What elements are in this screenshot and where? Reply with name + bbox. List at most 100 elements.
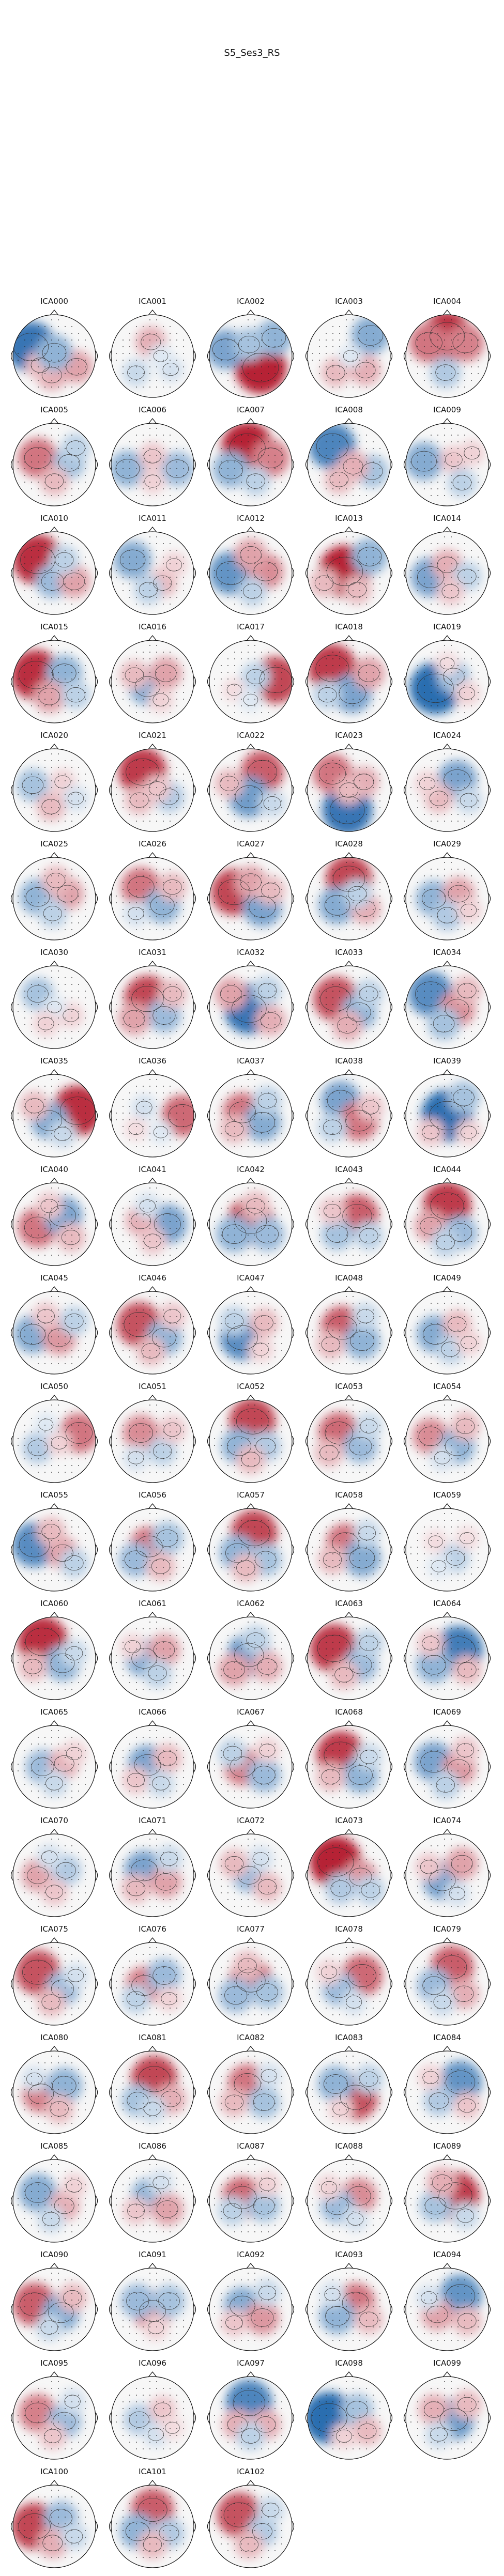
- sensor-dot: [268, 869, 269, 870]
- sensor-dot: [478, 882, 479, 883]
- sensor-dot: [254, 645, 255, 646]
- sensor-dot: [437, 767, 438, 768]
- sensor-dot: [471, 1221, 472, 1222]
- sensor-dot: [353, 455, 354, 456]
- sensor-dot: [51, 1092, 52, 1093]
- sensor-dot: [58, 550, 59, 551]
- sensor-dot: [44, 882, 45, 883]
- sensor-dot: [451, 922, 452, 923]
- sensor-dot: [457, 1004, 459, 1005]
- sensor-dot: [38, 787, 39, 788]
- sensor-dot: [51, 652, 52, 653]
- sensor-dot: [51, 1038, 52, 1039]
- contour-line: [315, 655, 349, 682]
- sensor-dot: [346, 590, 347, 591]
- sensor-dot: [58, 678, 59, 680]
- sensor-dot: [274, 353, 276, 354]
- sensor-dot: [268, 692, 269, 693]
- sensor-dot: [136, 488, 137, 489]
- sensor-dot: [254, 780, 255, 781]
- sensor-dot: [78, 1011, 79, 1012]
- sensor-dot: [366, 658, 367, 659]
- topomap: [305, 744, 393, 832]
- sensor-dot: [78, 461, 79, 462]
- sensor-dot: [359, 461, 360, 462]
- sensor-dot: [268, 889, 269, 890]
- sensor-dot: [437, 387, 438, 388]
- sensor-dot: [149, 665, 150, 666]
- sensor-dot: [170, 1194, 171, 1195]
- sensor-dot: [38, 1139, 39, 1140]
- sensor-dot: [51, 794, 52, 795]
- sensor-dot: [366, 997, 367, 998]
- sensor-dot: [44, 1228, 45, 1229]
- left-ear-outline: [10, 893, 13, 904]
- topomap-cell: ICA039: [398, 1057, 496, 1165]
- contour-line: [141, 334, 161, 350]
- sensor-dot: [424, 366, 425, 367]
- sensor-dot: [44, 435, 45, 436]
- topomap-cell: ICA015: [5, 623, 103, 731]
- sensor-dot: [58, 340, 59, 341]
- sensor-dot: [339, 590, 340, 591]
- left-ear-outline: [109, 893, 112, 904]
- sensor-dot: [44, 340, 45, 341]
- sensor-dot: [471, 896, 472, 897]
- sensor-dot: [221, 373, 222, 374]
- sensor-dot: [346, 800, 347, 801]
- sensor-dot: [234, 1119, 235, 1120]
- head-outline: [307, 640, 391, 723]
- sensor-dot: [241, 448, 242, 449]
- sensor-dot: [85, 448, 86, 449]
- sensor-dot: [170, 678, 171, 680]
- sensor-dot: [18, 1330, 19, 1331]
- sensor-dot: [339, 1146, 340, 1147]
- sensor-dot: [129, 380, 130, 381]
- sensor-dot: [366, 794, 367, 795]
- sensor-dot: [65, 1235, 66, 1236]
- sensor-dot: [234, 1241, 235, 1242]
- sensor-dot: [241, 821, 242, 822]
- sensor-dot: [444, 366, 445, 367]
- sensor-dot: [44, 1194, 45, 1195]
- sensor-dot: [319, 909, 320, 910]
- component-label: ICA018: [335, 622, 363, 631]
- sensor-dot: [143, 1086, 144, 1087]
- sensor-dot: [339, 807, 340, 808]
- sensor-dot: [451, 807, 452, 808]
- sensor-dot: [424, 441, 425, 442]
- topomap: [10, 744, 98, 832]
- sensor-dot: [471, 1119, 472, 1120]
- sensor-dot: [373, 441, 374, 442]
- sensor-dot: [234, 1004, 235, 1005]
- sensor-dot: [353, 685, 354, 686]
- contour-line: [159, 789, 179, 805]
- sensor-dot: [149, 319, 150, 320]
- sensor-dot: [156, 387, 157, 388]
- contour-line: [150, 896, 175, 915]
- sensor-dot: [431, 1255, 432, 1256]
- sensor-dot: [44, 1330, 45, 1331]
- sensor-dot: [58, 1038, 59, 1039]
- sensor-dot: [51, 475, 52, 476]
- sensor-dot: [44, 1336, 45, 1337]
- sensor-dot: [149, 1126, 150, 1127]
- sensor-dot: [163, 875, 164, 876]
- sensor-dot: [149, 1038, 150, 1039]
- sensor-dot: [268, 1106, 269, 1107]
- sensor-dot: [478, 360, 479, 361]
- sensor-dot: [156, 922, 157, 923]
- contour-line: [460, 793, 478, 807]
- topomap-cell: ICA036: [103, 1057, 202, 1165]
- sensor-dot: [149, 461, 150, 462]
- sensor-dot: [65, 922, 66, 923]
- sensor-dot: [227, 1017, 228, 1019]
- sensor-dot: [464, 1133, 465, 1134]
- sensor-dot: [248, 997, 249, 998]
- sensor-dot: [227, 1228, 228, 1229]
- sensor-dot: [326, 678, 327, 680]
- sensor-dot: [248, 1241, 249, 1242]
- sensor-dot: [248, 1106, 249, 1107]
- sensor-dot: [332, 991, 333, 992]
- sensor-dot: [31, 380, 32, 381]
